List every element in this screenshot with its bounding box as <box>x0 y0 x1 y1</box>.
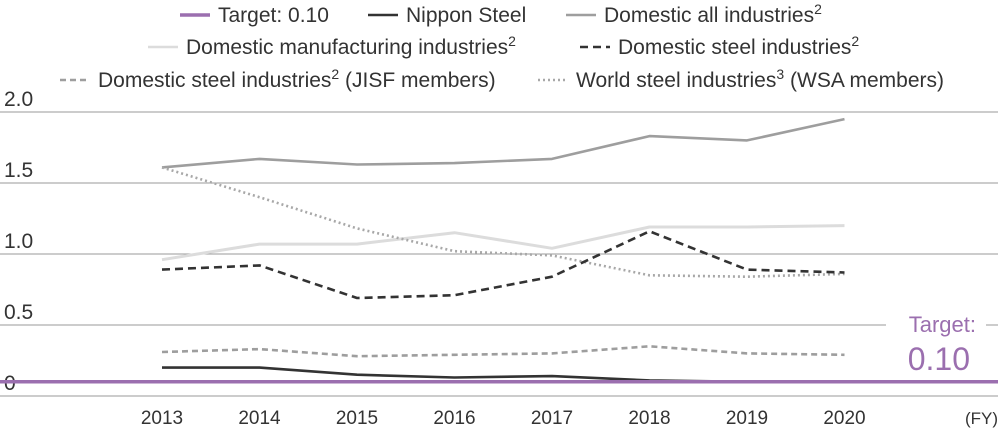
series-line-1 <box>162 366 845 384</box>
annotation-bg <box>886 308 986 340</box>
series-line-3 <box>161 224 845 262</box>
series-line-5 <box>161 344 845 358</box>
x-tick-label: 2014 <box>238 408 281 429</box>
x-tick-label: 2017 <box>531 408 573 429</box>
target-annotation: Target: 0.10 <box>886 308 986 377</box>
grid <box>0 111 998 397</box>
y-tick-label: 1.5 <box>4 159 33 182</box>
series-line-6 <box>161 166 845 279</box>
target-annotation-label: Target: <box>909 312 976 337</box>
y-tick-label: 2.0 <box>4 88 33 111</box>
y-tick-label: 0.5 <box>4 301 33 324</box>
x-axis-unit: (FY) <box>965 409 998 428</box>
x-tick-label: 2015 <box>336 408 378 429</box>
x-axis: 2013 2014 2015 2016 2017 2018 2019 2020 (FY) <box>141 408 998 429</box>
x-tick-label: 2018 <box>628 408 670 429</box>
legend-label: Target: 0.10 <box>218 4 329 27</box>
plot-area <box>0 117 998 384</box>
x-tick-label: 2013 <box>141 408 183 429</box>
legend: Target: 0.10 Nippon Steel Domestic all ind… <box>60 1 944 92</box>
y-axis: 00.51.01.52.0 <box>4 88 33 395</box>
series-line-4 <box>161 230 845 300</box>
annotation-bg <box>896 343 976 377</box>
target-annotation-value: 0.10 <box>908 341 970 377</box>
x-tick-label: 2019 <box>726 408 768 429</box>
x-tick-label: 2016 <box>433 408 475 429</box>
y-tick-label: 1.0 <box>4 230 33 253</box>
legend-label: Nippon Steel <box>406 4 526 27</box>
legend-label: Domestic steel industries2 <box>618 33 859 59</box>
legend-label: Domestic steel industries2 (JISF members… <box>98 66 496 92</box>
series-line-2 <box>161 117 845 169</box>
x-tick-label: 2020 <box>823 408 865 429</box>
legend-label: Domestic all industries2 <box>604 1 822 27</box>
legend-label: Domestic manufacturing industries2 <box>186 33 516 59</box>
legend-label: World steel industries3 (WSA members) <box>576 66 944 92</box>
